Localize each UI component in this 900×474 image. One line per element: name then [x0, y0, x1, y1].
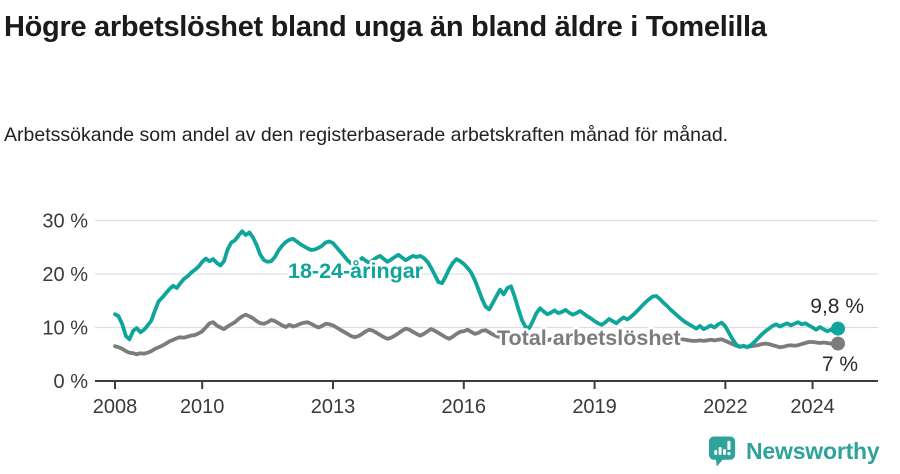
x-tick-label-2008: 2008: [93, 396, 138, 418]
x-axis: [95, 380, 878, 389]
youth-series-line: [113, 229, 840, 350]
newsworthy-logo[interactable]: Newsworthy: [708, 434, 880, 468]
chart-subtitle: Arbetssökande som andel av den registerb…: [4, 124, 729, 146]
total-series-label: Total arbetslöshet: [497, 326, 681, 350]
y-tick-label-30: 30 %: [42, 211, 88, 233]
chart-title: Högre arbetslöshet bland unga än bland ä…: [4, 11, 767, 43]
gridlines: [95, 220, 878, 329]
chart-labels: 0 % 10 % 20 % 30 % 2008 2010 2013 2016 2019 2022 2…: [42, 211, 864, 418]
youth-end-value: 9,8 %: [810, 295, 864, 318]
y-tick-label-0: 0 %: [54, 371, 89, 393]
x-tick-label-2024: 2024: [790, 396, 835, 418]
youth-end-dot: [831, 321, 845, 336]
total-end-dot: [831, 336, 845, 351]
series-lines: [113, 229, 845, 357]
x-tick-label-2013: 2013: [311, 396, 356, 418]
x-tick-label-2016: 2016: [442, 396, 487, 418]
x-tick-label-2019: 2019: [572, 396, 617, 418]
x-tick-label-2022: 2022: [703, 396, 748, 418]
newsworthy-wordmark: Newsworthy: [746, 437, 880, 464]
y-tick-label-20: 20 %: [42, 264, 88, 286]
total-series-line: [113, 312, 840, 357]
newsworthy-bubble-icon: [708, 435, 736, 467]
total-end-value: 7 %: [822, 353, 858, 376]
youth-series-label: 18-24-åringar: [288, 259, 424, 283]
x-tick-label-2010: 2010: [180, 396, 225, 418]
y-tick-label-10: 10 %: [42, 318, 88, 340]
